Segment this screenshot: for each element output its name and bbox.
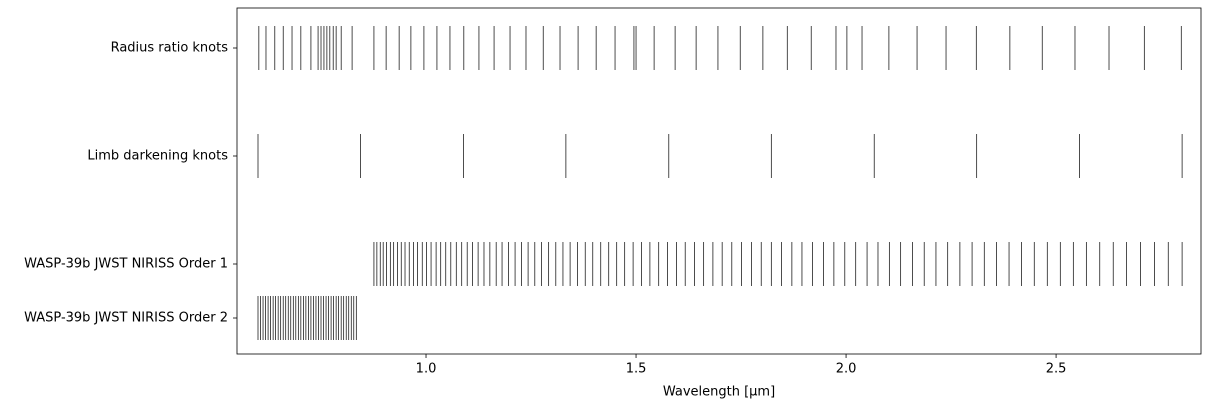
plot-frame (236, 7, 1202, 355)
x-tick-label: 1.5 (626, 362, 647, 377)
x-axis-label: Wavelength [μm] (663, 385, 775, 400)
y-tick-label: Limb darkening knots (87, 149, 228, 164)
x-tick-label: 2.0 (836, 362, 857, 377)
x-tick-label: 1.0 (416, 362, 437, 377)
y-tick-label: Radius ratio knots (111, 41, 229, 56)
y-tick-label: WASP-39b JWST NIRISS Order 1 (24, 257, 228, 272)
x-tick-label: 2.5 (1046, 362, 1067, 377)
y-tick-label: WASP-39b JWST NIRISS Order 2 (24, 311, 228, 326)
